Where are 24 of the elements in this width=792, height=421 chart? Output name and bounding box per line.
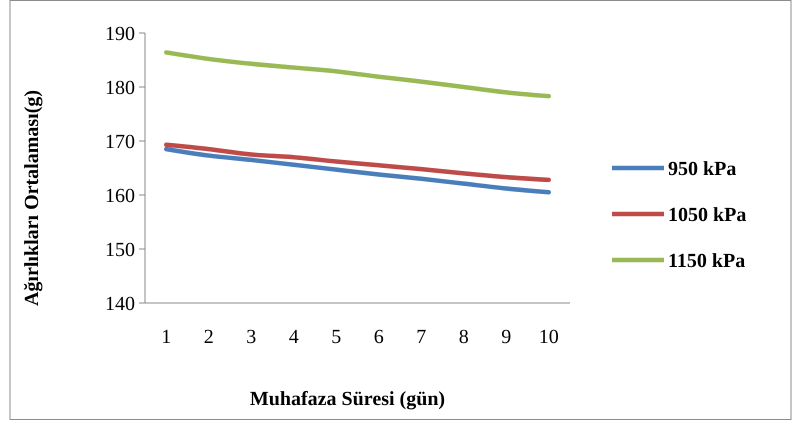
y-tick-label: 180 [105, 77, 135, 99]
x-axis-title: Muhafaza Süresi (gün) [250, 388, 446, 410]
x-tick-label: 6 [374, 326, 384, 348]
x-tick-label: 2 [204, 326, 214, 348]
line-series [164, 146, 551, 195]
y-tick-label: 160 [105, 185, 135, 207]
y-tick-label: 170 [105, 131, 135, 153]
x-tick-label: 9 [501, 326, 512, 348]
x-tick-label: 4 [288, 326, 299, 348]
y-axis-title: Ağırlıkları Ortalaması(g) [21, 90, 43, 306]
x-tick-label: 7 [416, 326, 426, 348]
y-tick-label: 150 [105, 239, 135, 261]
legend-label: 950 kPa [668, 158, 736, 180]
x-tick-label: 1 [161, 326, 172, 348]
x-tick-label: 10 [538, 326, 559, 348]
line-series [164, 142, 551, 182]
legend-label: 1050 kPa [668, 204, 746, 226]
x-tick-label: 8 [458, 326, 469, 348]
y-tick-label: 140 [105, 293, 135, 315]
x-tick-label: 3 [246, 326, 256, 348]
x-tick-label: 5 [331, 326, 342, 348]
legend-label: 1150 kPa [668, 250, 746, 272]
line-series [164, 50, 551, 98]
y-tick-label: 190 [105, 23, 135, 45]
